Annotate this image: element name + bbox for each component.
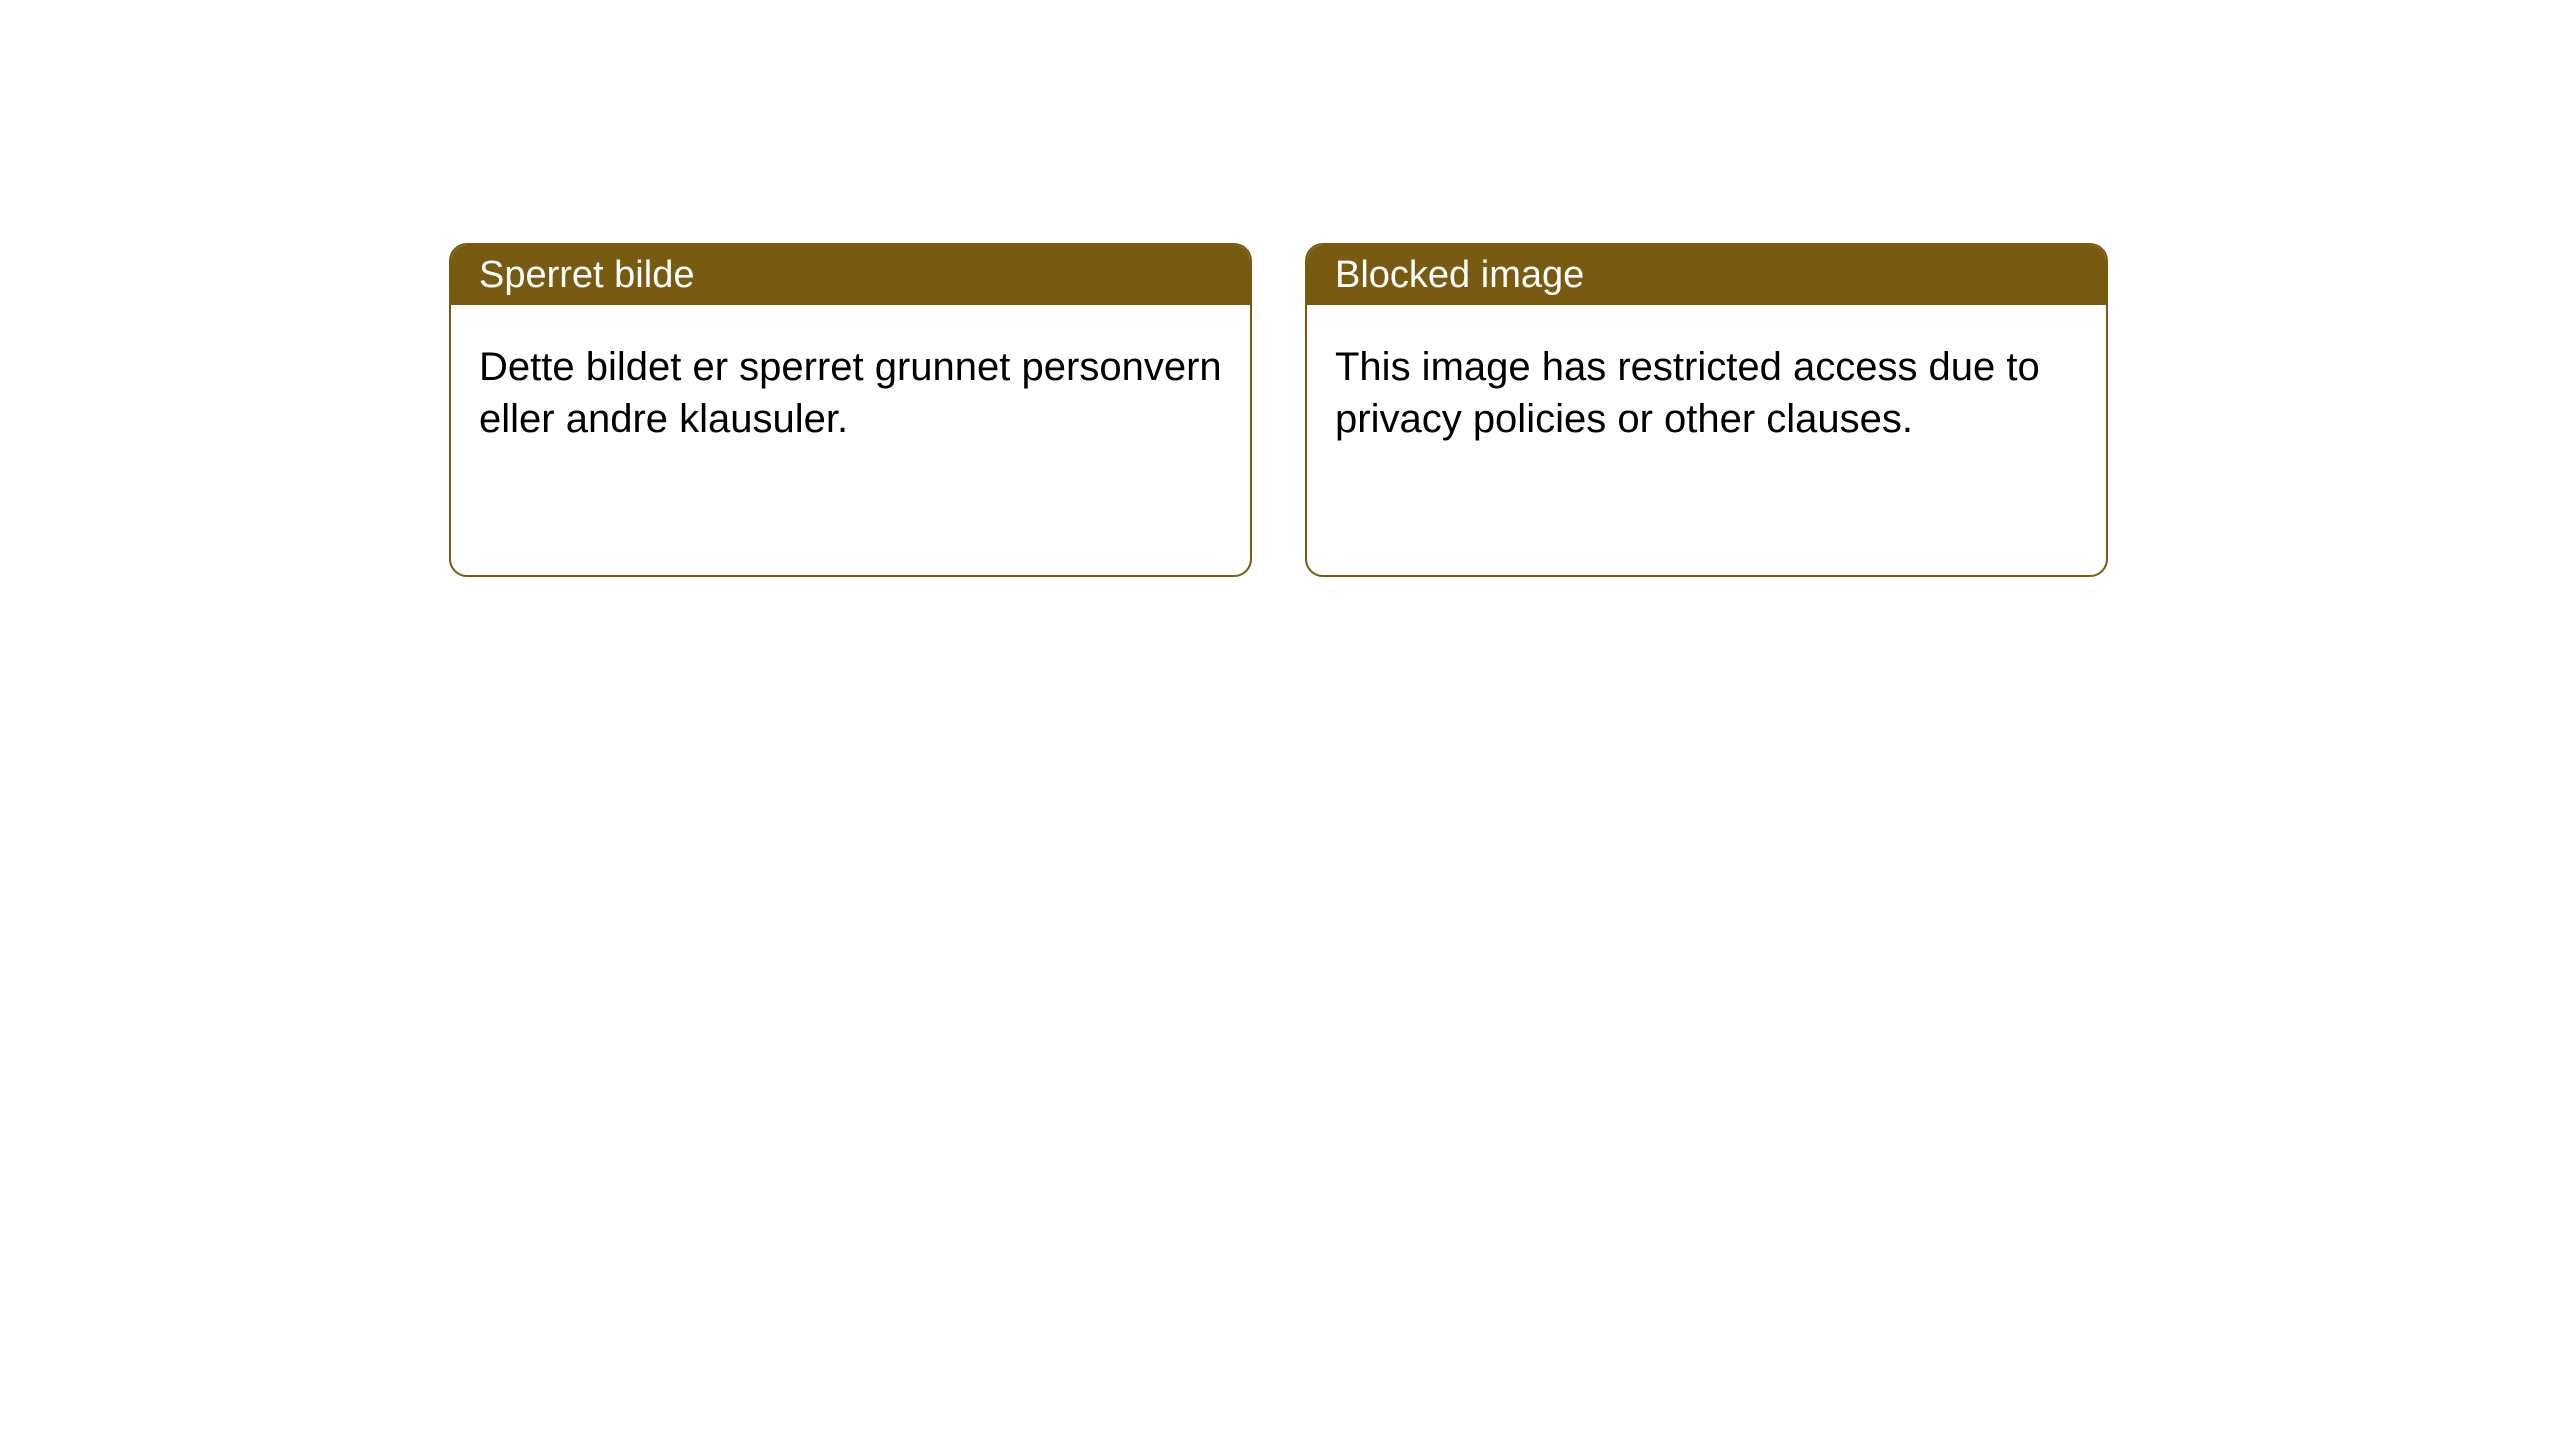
notice-title: Sperret bilde bbox=[479, 254, 694, 297]
notice-body: This image has restricted access due to … bbox=[1307, 305, 2106, 481]
notice-cards-container: Sperret bilde Dette bildet er sperret gr… bbox=[449, 243, 2108, 577]
notice-header: Blocked image bbox=[1307, 245, 2106, 305]
notice-body: Dette bildet er sperret grunnet personve… bbox=[451, 305, 1250, 481]
notice-header: Sperret bilde bbox=[451, 245, 1250, 305]
notice-text: This image has restricted access due to … bbox=[1335, 341, 2078, 445]
notice-text: Dette bildet er sperret grunnet personve… bbox=[479, 341, 1222, 445]
notice-card-english: Blocked image This image has restricted … bbox=[1305, 243, 2108, 577]
notice-card-norwegian: Sperret bilde Dette bildet er sperret gr… bbox=[449, 243, 1252, 577]
notice-title: Blocked image bbox=[1335, 254, 1584, 297]
